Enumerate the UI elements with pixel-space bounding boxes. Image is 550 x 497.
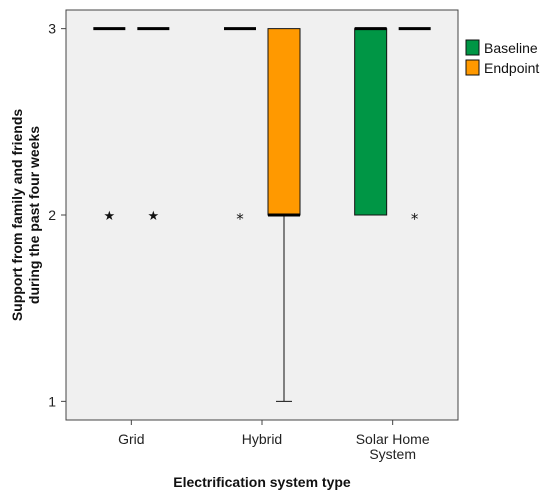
- x-tick-label: Grid: [118, 431, 144, 447]
- outlier-marker: ★: [148, 209, 160, 224]
- box-endpoint-2: *: [398, 27, 431, 228]
- y-tick-label: 1: [48, 393, 56, 409]
- box-endpoint-1: [267, 28, 301, 402]
- box-group: ★ * ★ *: [93, 27, 431, 402]
- legend: Baseline Endpoint: [465, 39, 539, 76]
- y-axis-title: Support from family and friends during th…: [9, 109, 42, 322]
- box-baseline-2: [354, 27, 388, 216]
- y-tick-label: 3: [48, 21, 56, 37]
- legend-swatch: [465, 39, 480, 56]
- x-tick-label: Hybrid: [242, 431, 282, 447]
- legend-label: Endpoint: [484, 60, 539, 76]
- legend-label: Baseline: [484, 40, 538, 56]
- y-tick-label: 2: [48, 207, 56, 223]
- box-baseline-0: ★: [93, 27, 126, 224]
- outlier-marker: *: [411, 210, 419, 228]
- outlier-marker: *: [236, 210, 244, 228]
- x-axis-title: Electrification system type: [173, 474, 351, 490]
- box-body: [267, 28, 301, 216]
- box-baseline-1: *: [224, 27, 256, 228]
- outlier-marker: ★: [104, 209, 116, 224]
- y-axis-title-line: Support from family and friends: [9, 109, 25, 322]
- y-axis-title-line: during the past four weeks: [26, 126, 42, 304]
- box-body: [354, 28, 388, 216]
- legend-swatch: [465, 59, 480, 76]
- x-tick-label: System: [369, 446, 416, 462]
- y-axis: 1 2 3: [48, 21, 66, 409]
- x-tick-label: Solar Home: [356, 431, 430, 447]
- plot-area: [65, 9, 459, 421]
- box-endpoint-0: ★: [137, 27, 170, 224]
